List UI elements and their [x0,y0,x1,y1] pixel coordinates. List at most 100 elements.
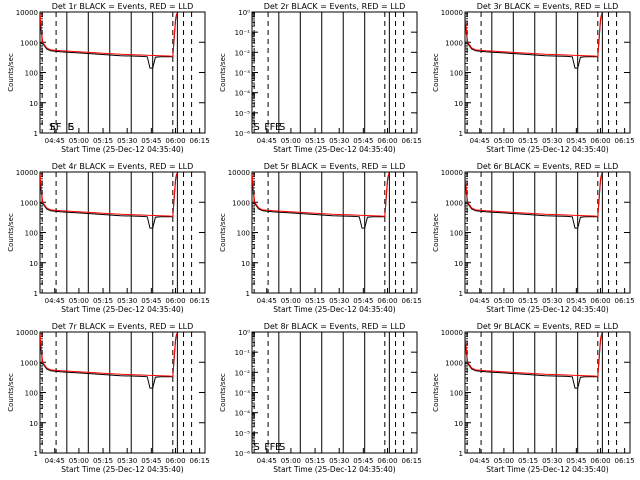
x-tick-label: 06:15 [402,457,422,465]
x-tick-label: 06:00 [590,137,610,145]
y-tick-label: 10⁻⁴ [235,410,251,418]
marker-label-s: S [68,122,74,133]
x-tick-label: 06:00 [165,297,185,305]
series-line-lld [465,173,603,217]
chart-panel-5: Det 5r BLACK = Events, RED = LLD 1 10 100 10… [219,162,422,314]
x-tick-label: 05:45 [353,137,373,145]
marker-label-s: S [254,442,260,453]
plot-frame [39,11,206,134]
chart-title: Det 4r BLACK = Events, RED = LLD [52,162,194,171]
x-tick-label: 06:15 [402,297,422,305]
y-tick-label: 100 [450,70,463,78]
y-tick-label: 1 [34,130,38,138]
chart-panel-8: Det 8r BLACK = Events, RED = LLD 10⁻⁶ 10⁻⁵… [219,322,422,474]
chart-title: Det 3r BLACK = Events, RED = LLD [477,2,619,11]
marker-label-s: S [279,122,285,133]
y-axis-label: Counts/sec [432,373,440,412]
x-tick-label: 06:00 [165,457,185,465]
x-tick-label: 06:15 [190,457,210,465]
x-tick-label: 05:30 [329,457,349,465]
y-tick-label: 1 [459,450,463,458]
x-tick-label: 05:15 [305,297,325,305]
y-tick-label: 100 [25,70,38,78]
x-tick-label: 05:30 [542,457,562,465]
chart-panel-4: Det 4r BLACK = Events, RED = LLD 1 10 100 10… [7,162,210,314]
x-axis-label: Start Time (25-Dec-12 04:35:40) [61,305,183,314]
y-tick-label: 10⁰ [238,9,250,17]
x-tick-label: 05:30 [117,457,137,465]
x-tick-label: 04:45 [257,457,277,465]
x-tick-label: 05:45 [141,457,161,465]
y-tick-label: 100 [450,230,463,238]
chart-panel-3: Det 3r BLACK = Events, RED = LLD 1 10 100 10… [432,2,635,154]
x-tick-label: 05:15 [518,457,538,465]
x-tick-label: 05:15 [518,297,538,305]
chart-panel-7: Det 7r BLACK = Events, RED = LLD 1 10 100 10… [7,322,210,474]
series-line-events [40,333,178,389]
x-tick-label: 05:30 [117,137,137,145]
x-tick-label: 04:45 [470,137,490,145]
chart-title: Det 9r BLACK = Events, RED = LLD [477,322,619,331]
series-line-lld [252,173,390,217]
x-tick-label: 05:15 [518,137,538,145]
x-tick-label: 06:15 [615,297,635,305]
x-tick-label: 04:45 [470,457,490,465]
series-line-events [40,173,178,229]
y-axis-label: Counts/sec [219,213,227,252]
x-tick-label: 06:15 [615,137,635,145]
y-tick-label: 10000 [441,9,463,17]
series-line-lld [40,173,178,217]
x-tick-label: 05:15 [93,137,113,145]
x-axis-label: Start Time (25-Dec-12 04:35:40) [273,145,395,154]
chart-panel-2: Det 2r BLACK = Events, RED = LLD 10⁻⁶ 10⁻⁵… [219,2,422,154]
y-tick-label: 10⁻¹ [235,29,251,37]
x-tick-label: 05:30 [542,297,562,305]
y-tick-label: 1000 [445,199,463,207]
x-tick-label: 06:15 [402,137,422,145]
x-tick-label: 05:45 [141,297,161,305]
x-tick-label: 06:15 [190,137,210,145]
x-tick-label: 05:45 [141,137,161,145]
y-tick-label: 1000 [20,359,38,367]
x-tick-label: 05:00 [494,457,514,465]
y-tick-label: 100 [450,390,463,398]
series-line-lld [465,13,603,57]
y-tick-label: 10 [29,260,38,268]
y-axis-label: Counts/sec [432,53,440,92]
x-tick-label: 06:00 [165,137,185,145]
x-tick-label: 05:15 [305,137,325,145]
x-tick-label: 06:00 [590,297,610,305]
x-tick-label: 05:00 [281,297,301,305]
x-axis-label: Start Time (25-Dec-12 04:35:40) [61,145,183,154]
marker-label-s: S [49,122,55,133]
y-tick-label: 1000 [445,39,463,47]
chart-title: Det 2r BLACK = Events, RED = LLD [264,2,406,11]
y-tick-label: 10⁻² [235,369,251,377]
y-tick-label: 10 [241,260,250,268]
x-tick-label: 06:00 [377,137,397,145]
x-tick-label: 06:15 [190,297,210,305]
plot-frame [464,171,631,294]
x-tick-label: 05:30 [329,297,349,305]
series-line-events [465,13,603,69]
x-tick-label: 05:15 [93,297,113,305]
marker-label-f: F [264,122,270,133]
plot-frame [251,171,418,294]
x-tick-label: 05:30 [117,297,137,305]
y-tick-label: 10⁰ [238,329,250,337]
y-axis-label: Counts/sec [432,213,440,252]
chart-panel-9: Det 9r BLACK = Events, RED = LLD 1 10 100 10… [432,322,635,474]
x-axis-label: Start Time (25-Dec-12 04:35:40) [486,465,608,474]
x-tick-label: 05:15 [305,457,325,465]
x-tick-label: 06:15 [615,457,635,465]
x-tick-label: 05:30 [542,137,562,145]
marker-label-f: F [270,442,276,453]
plot-frame [39,331,206,454]
y-tick-label: 1 [459,290,463,298]
y-tick-label: 10000 [441,169,463,177]
marker-label-e: E [275,442,281,453]
plot-frame [464,11,631,134]
series-line-lld [465,333,603,377]
chart-panel-6: Det 6r BLACK = Events, RED = LLD 1 10 100 10… [432,162,635,314]
